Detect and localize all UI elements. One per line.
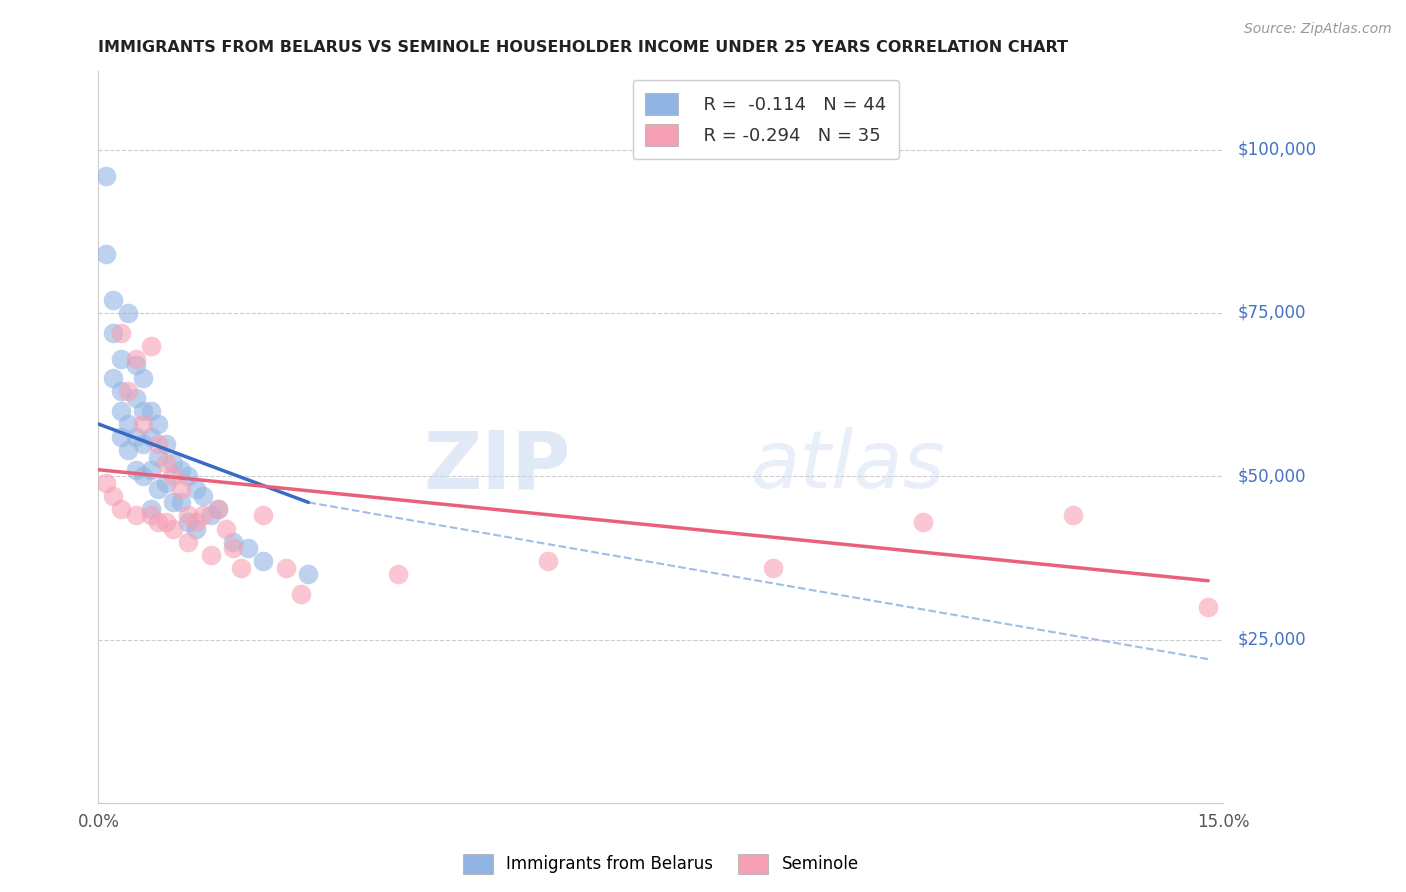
Point	[139, 463, 162, 477]
Point	[222, 541, 245, 555]
Point	[125, 358, 148, 372]
Point	[252, 554, 274, 568]
Point	[148, 450, 170, 464]
Point	[139, 502, 162, 516]
Point	[200, 508, 222, 523]
Point	[148, 436, 170, 450]
Point	[148, 515, 170, 529]
Point	[132, 371, 155, 385]
Point	[207, 502, 229, 516]
Point	[207, 502, 229, 516]
Point	[193, 508, 215, 523]
Point	[1062, 508, 1084, 523]
Point	[184, 483, 207, 497]
Point	[155, 436, 177, 450]
Point	[139, 508, 162, 523]
Point	[148, 483, 170, 497]
Point	[297, 567, 319, 582]
Point	[387, 567, 409, 582]
Point	[200, 548, 222, 562]
Point	[177, 508, 200, 523]
Point	[184, 521, 207, 535]
Point	[215, 521, 238, 535]
Point	[155, 475, 177, 490]
Point	[110, 430, 132, 444]
Point	[193, 489, 215, 503]
Point	[103, 371, 125, 385]
Point	[103, 489, 125, 503]
Point	[229, 560, 252, 574]
Point	[110, 502, 132, 516]
Point	[125, 508, 148, 523]
Point	[125, 430, 148, 444]
Text: Source: ZipAtlas.com: Source: ZipAtlas.com	[1244, 22, 1392, 37]
Legend: Immigrants from Belarus, Seminole: Immigrants from Belarus, Seminole	[454, 846, 868, 882]
Point	[132, 469, 155, 483]
Point	[125, 351, 148, 366]
Point	[162, 521, 184, 535]
Point	[184, 515, 207, 529]
Text: ZIP: ZIP	[423, 427, 571, 506]
Point	[177, 515, 200, 529]
Point	[132, 417, 155, 431]
Point	[94, 475, 117, 490]
Point	[170, 463, 193, 477]
Point	[110, 326, 132, 340]
Point	[537, 554, 560, 568]
Point	[125, 463, 148, 477]
Point	[170, 483, 193, 497]
Text: $75,000: $75,000	[1237, 304, 1306, 322]
Point	[110, 404, 132, 418]
Point	[125, 391, 148, 405]
Point	[132, 404, 155, 418]
Point	[117, 306, 139, 320]
Point	[103, 293, 125, 307]
Text: $25,000: $25,000	[1237, 631, 1306, 648]
Point	[139, 338, 162, 352]
Point	[117, 384, 139, 399]
Text: $50,000: $50,000	[1237, 467, 1306, 485]
Point	[177, 469, 200, 483]
Point	[148, 417, 170, 431]
Point	[274, 560, 297, 574]
Point	[162, 495, 184, 509]
Point	[762, 560, 785, 574]
Point	[238, 541, 260, 555]
Point	[110, 351, 132, 366]
Point	[290, 587, 312, 601]
Point	[94, 169, 117, 183]
Point	[222, 534, 245, 549]
Point	[177, 534, 200, 549]
Point	[912, 515, 935, 529]
Point	[132, 436, 155, 450]
Point	[94, 247, 117, 261]
Point	[110, 384, 132, 399]
Point	[162, 456, 184, 470]
Point	[170, 495, 193, 509]
Point	[1197, 599, 1219, 614]
Text: $100,000: $100,000	[1237, 141, 1316, 159]
Point	[162, 469, 184, 483]
Text: IMMIGRANTS FROM BELARUS VS SEMINOLE HOUSEHOLDER INCOME UNDER 25 YEARS CORRELATIO: IMMIGRANTS FROM BELARUS VS SEMINOLE HOUS…	[98, 40, 1069, 55]
Point	[155, 515, 177, 529]
Text: atlas: atlas	[751, 427, 946, 506]
Point	[155, 456, 177, 470]
Point	[103, 326, 125, 340]
Point	[139, 430, 162, 444]
Point	[117, 417, 139, 431]
Point	[252, 508, 274, 523]
Point	[139, 404, 162, 418]
Point	[117, 443, 139, 458]
